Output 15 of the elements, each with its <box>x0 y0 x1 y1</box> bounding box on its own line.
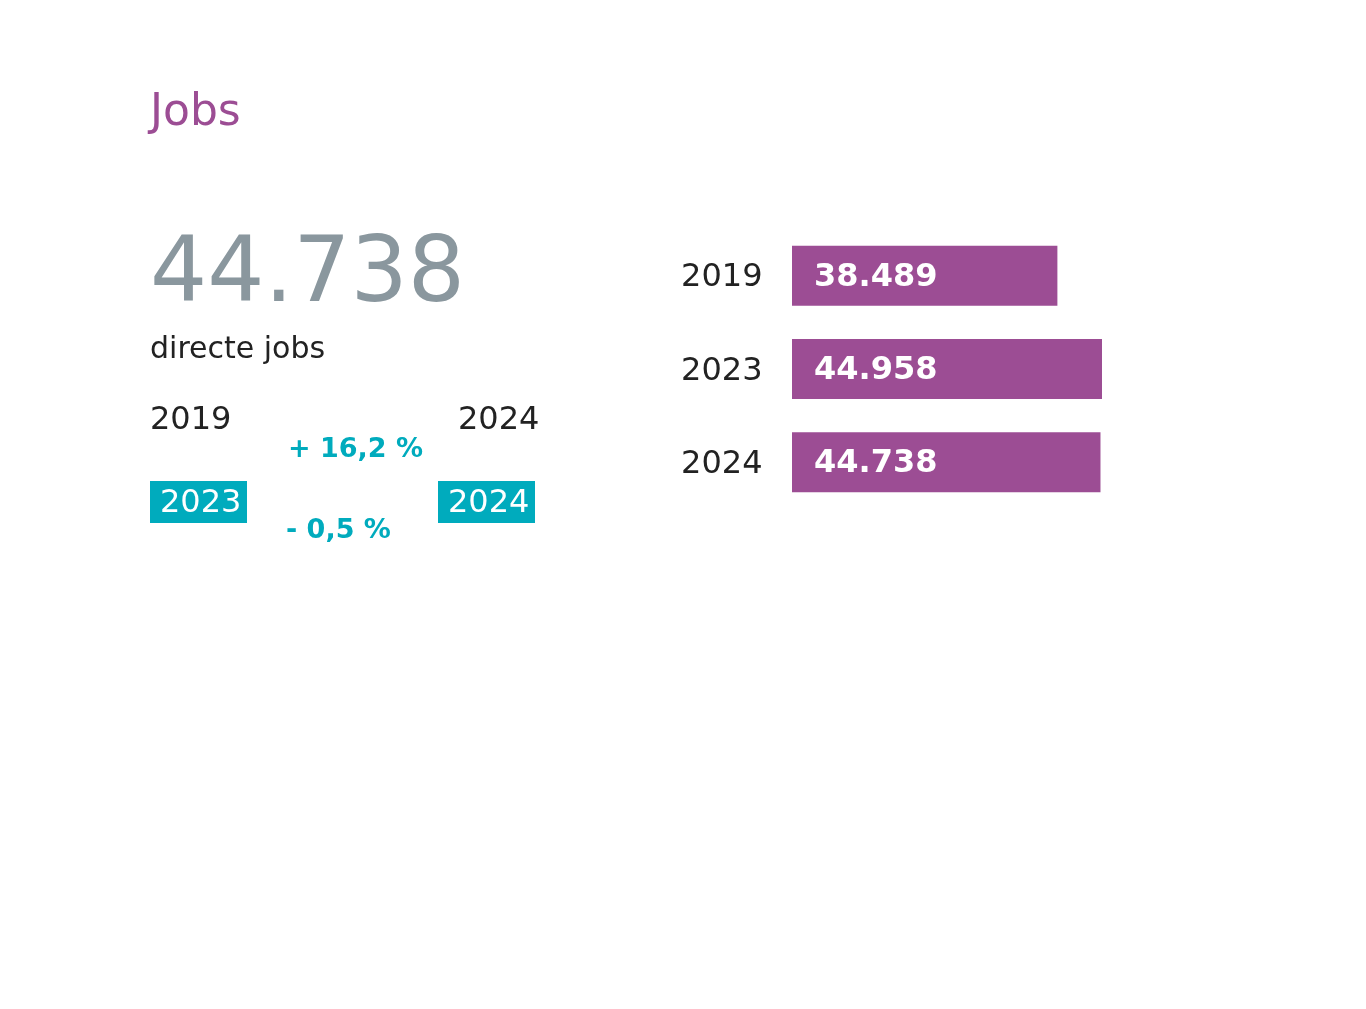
y-tick-label: 2019 <box>681 256 763 295</box>
text: 2019 <box>150 399 232 437</box>
y-tick-label: 2023 <box>681 349 763 388</box>
data-label: 44.958 <box>814 349 938 387</box>
text: - 0,5 % <box>286 513 391 544</box>
text: + 16,2 % <box>288 432 424 463</box>
text: 44.738 <box>150 217 465 322</box>
text: directe jobs <box>150 330 326 365</box>
text: 2024 <box>458 399 540 437</box>
text: Jobs <box>147 84 241 135</box>
y-tick-label: 2024 <box>681 442 763 481</box>
data-label: 38.489 <box>814 255 938 294</box>
text: 2024 <box>448 482 530 520</box>
text: 2023 <box>160 482 242 520</box>
data-label: 44.738 <box>814 442 938 481</box>
